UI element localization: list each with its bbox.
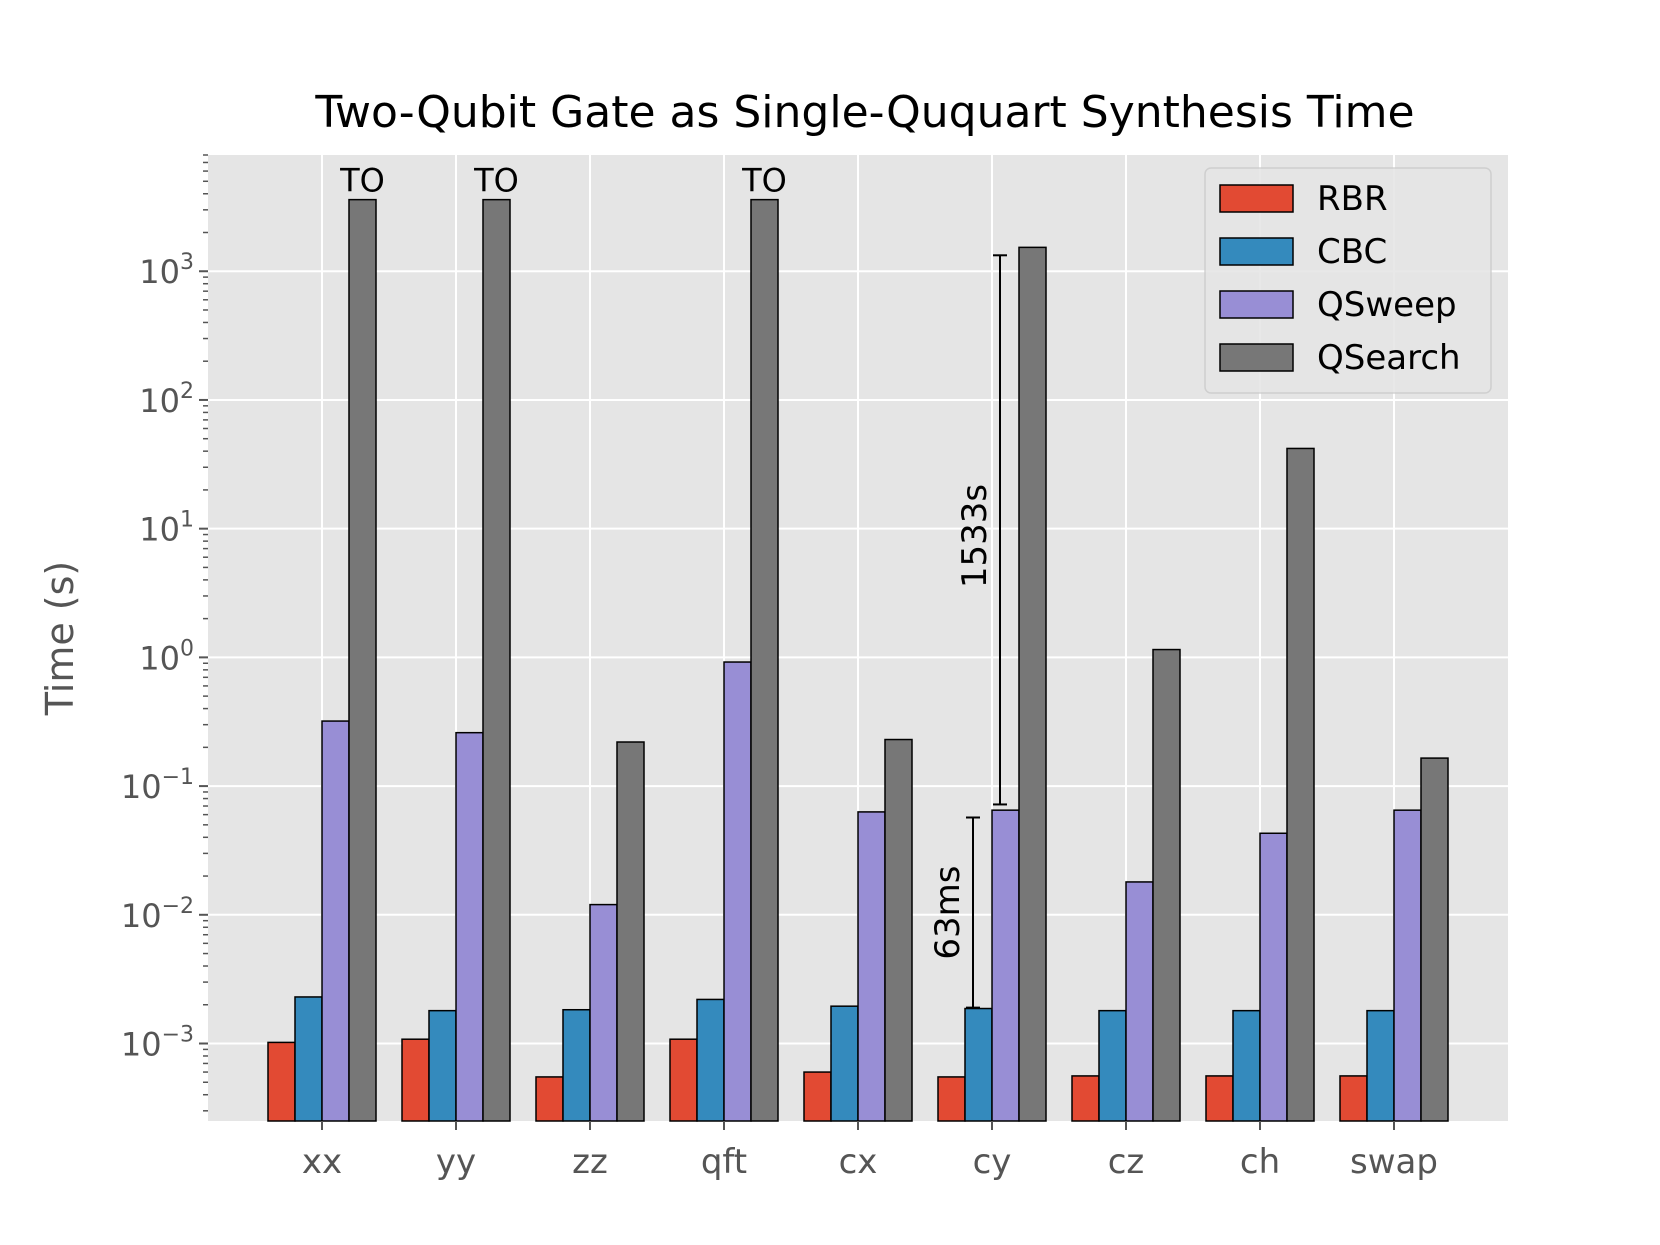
- bar-rbr-cz: [1072, 1076, 1099, 1121]
- legend-label-qsearch: QSearch: [1317, 338, 1461, 378]
- x-tick-label-zz: zz: [572, 1142, 608, 1182]
- bar-rbr-xx: [268, 1042, 295, 1121]
- x-tick-label-ch: ch: [1240, 1142, 1280, 1182]
- x-tick-label-swap: swap: [1350, 1142, 1438, 1182]
- bar-rbr-swap: [1340, 1076, 1367, 1121]
- bar-qsearch-cy: [1019, 247, 1046, 1121]
- bar-qsweep-cz: [1126, 882, 1153, 1121]
- bar-cbc-zz: [563, 1010, 590, 1121]
- bar-rbr-yy: [402, 1039, 429, 1121]
- bar-cbc-ch: [1233, 1011, 1260, 1121]
- timeout-label: TO: [339, 162, 385, 200]
- bar-qsearch-qft: [751, 200, 778, 1121]
- bar-cbc-cz: [1099, 1011, 1126, 1121]
- bar-qsweep-zz: [590, 905, 617, 1121]
- range-marker-label: 1533s: [955, 484, 995, 588]
- x-tick-label-cy: cy: [973, 1142, 1012, 1182]
- x-tick-label-cx: cx: [839, 1142, 878, 1182]
- legend: RBR CBC QSweep QSearch: [1205, 168, 1491, 393]
- x-tick-label-yy: yy: [436, 1142, 476, 1182]
- legend-label-cbc: CBC: [1317, 232, 1387, 272]
- bar-qsearch-zz: [617, 742, 644, 1121]
- legend-swatch-qsearch: [1220, 344, 1293, 371]
- legend-swatch-rbr: [1220, 185, 1293, 212]
- range-marker-label: 63ms: [928, 866, 968, 960]
- bar-qsweep-cy: [992, 810, 1019, 1121]
- bar-rbr-ch: [1206, 1076, 1233, 1121]
- bar-cbc-cx: [831, 1006, 858, 1121]
- bar-rbr-cy: [938, 1077, 965, 1121]
- bar-qsweep-qft: [724, 662, 751, 1121]
- x-tick-label-xx: xx: [302, 1142, 342, 1182]
- bar-cbc-swap: [1367, 1011, 1394, 1121]
- legend-swatch-qsweep: [1220, 291, 1293, 318]
- y-axis-label: Time (s): [38, 561, 82, 717]
- bar-qsweep-xx: [322, 721, 349, 1121]
- bar-cbc-yy: [429, 1011, 456, 1121]
- bar-rbr-zz: [536, 1077, 563, 1121]
- bar-qsearch-cx: [885, 740, 912, 1121]
- bar-qsweep-ch: [1260, 833, 1287, 1121]
- legend-swatch-cbc: [1220, 238, 1293, 265]
- x-tick-label-cz: cz: [1108, 1142, 1145, 1182]
- bar-qsearch-ch: [1287, 448, 1314, 1121]
- bar-rbr-cx: [804, 1072, 831, 1121]
- bar-qsweep-cx: [858, 812, 885, 1121]
- bar-qsearch-yy: [483, 200, 510, 1121]
- bar-qsearch-swap: [1421, 758, 1448, 1121]
- bar-cbc-qft: [697, 999, 724, 1121]
- bar-qsweep-yy: [456, 733, 483, 1121]
- bar-cbc-cy: [965, 1009, 992, 1121]
- legend-label-rbr: RBR: [1317, 179, 1388, 219]
- timeout-label: TO: [741, 162, 787, 200]
- bar-qsearch-cz: [1153, 650, 1180, 1121]
- timeout-label: TO: [473, 162, 519, 200]
- bar-rbr-qft: [670, 1039, 697, 1121]
- bar-qsweep-swap: [1394, 810, 1421, 1121]
- chart: Two-Qubit Gate as Single-Ququart Synthes…: [0, 0, 1660, 1245]
- bar-qsearch-xx: [349, 200, 376, 1121]
- legend-label-qsweep: QSweep: [1317, 285, 1457, 325]
- x-tick-label-qft: qft: [701, 1142, 747, 1182]
- bar-cbc-xx: [295, 997, 322, 1121]
- chart-title: Two-Qubit Gate as Single-Ququart Synthes…: [314, 87, 1414, 138]
